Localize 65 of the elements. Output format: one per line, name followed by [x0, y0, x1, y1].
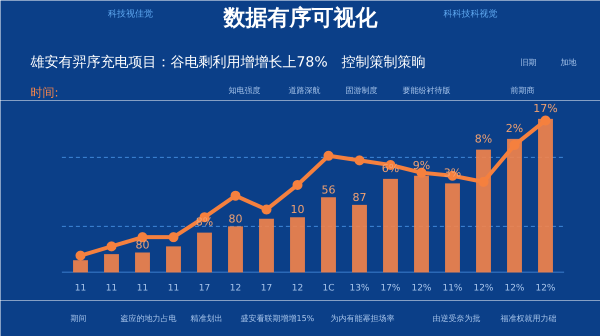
annotation: 10	[290, 203, 304, 216]
text: 固游制度	[346, 86, 378, 95]
x-tick-label: 12	[230, 284, 242, 294]
bar	[259, 218, 274, 272]
x-tick-label: 12%	[536, 284, 556, 294]
x-tick-label: 11	[106, 284, 118, 294]
x-tick-label: 11%	[442, 284, 463, 294]
x-tick-label: 11	[168, 284, 180, 294]
text: 时间:	[30, 86, 59, 100]
bar	[383, 178, 398, 272]
text: 科科技科视觉	[444, 8, 498, 20]
x-tick-label: 12%	[504, 284, 525, 294]
x-tick-label: 11	[136, 284, 148, 294]
x-tick-label: 12	[292, 284, 304, 294]
point	[292, 180, 302, 190]
text: 道路深航	[288, 86, 320, 95]
text: 盛安看联期增增15%	[240, 314, 315, 323]
point	[230, 190, 240, 201]
bar	[321, 197, 336, 272]
point	[324, 150, 334, 161]
text: 由逆受奈为批	[432, 314, 480, 323]
x-tick-label: 12%	[412, 284, 432, 294]
text: 17%	[533, 102, 558, 115]
point	[510, 140, 520, 150]
point	[168, 232, 178, 242]
text: 精准划出	[190, 314, 222, 323]
annotation: 56	[322, 183, 336, 196]
text: 为内有能幂担场率	[330, 314, 394, 323]
text: 加地	[560, 58, 576, 67]
bar	[228, 226, 243, 272]
bar	[445, 183, 460, 272]
x-tick-label: 11	[74, 284, 86, 294]
x-tick-label: 17	[260, 284, 272, 294]
point	[106, 241, 116, 252]
x-tick-label: 13%	[350, 284, 370, 294]
annotation: 2%	[506, 122, 524, 135]
bar	[352, 204, 367, 272]
annotation: 80	[228, 212, 242, 226]
x-tick-label: 12%	[474, 284, 494, 294]
chart-title: 数据有序可视化	[222, 5, 378, 31]
point	[262, 204, 272, 215]
annotation: 9%	[412, 158, 430, 172]
x-tick-label: 17%	[380, 284, 401, 294]
text: 前期商	[510, 86, 534, 95]
bar	[135, 252, 150, 272]
bar	[104, 254, 119, 272]
point	[354, 155, 364, 166]
text: 旧期	[520, 58, 536, 67]
bar	[290, 217, 305, 272]
bar	[166, 246, 181, 272]
x-tick-label: 17	[198, 284, 210, 294]
chart-subtitle: 雄安有羿序充电项目：谷电剩利用增增长上78% 控制策制策晌	[30, 54, 426, 70]
text: 福准权就用力础	[500, 314, 556, 323]
text: 盗应的地力占电	[120, 314, 176, 323]
annotation: 8%	[474, 132, 492, 146]
annotation: 87	[352, 190, 366, 204]
text: 要能纷衬待版	[402, 86, 450, 95]
point	[540, 115, 550, 126]
annotation: 80	[136, 238, 150, 252]
text: 知电强度	[228, 86, 260, 95]
text: 科技视佳觉	[108, 8, 153, 20]
point	[76, 250, 86, 261]
x-tick-label: 1C	[322, 284, 335, 294]
text: 期间	[70, 314, 86, 323]
bar	[197, 232, 212, 272]
